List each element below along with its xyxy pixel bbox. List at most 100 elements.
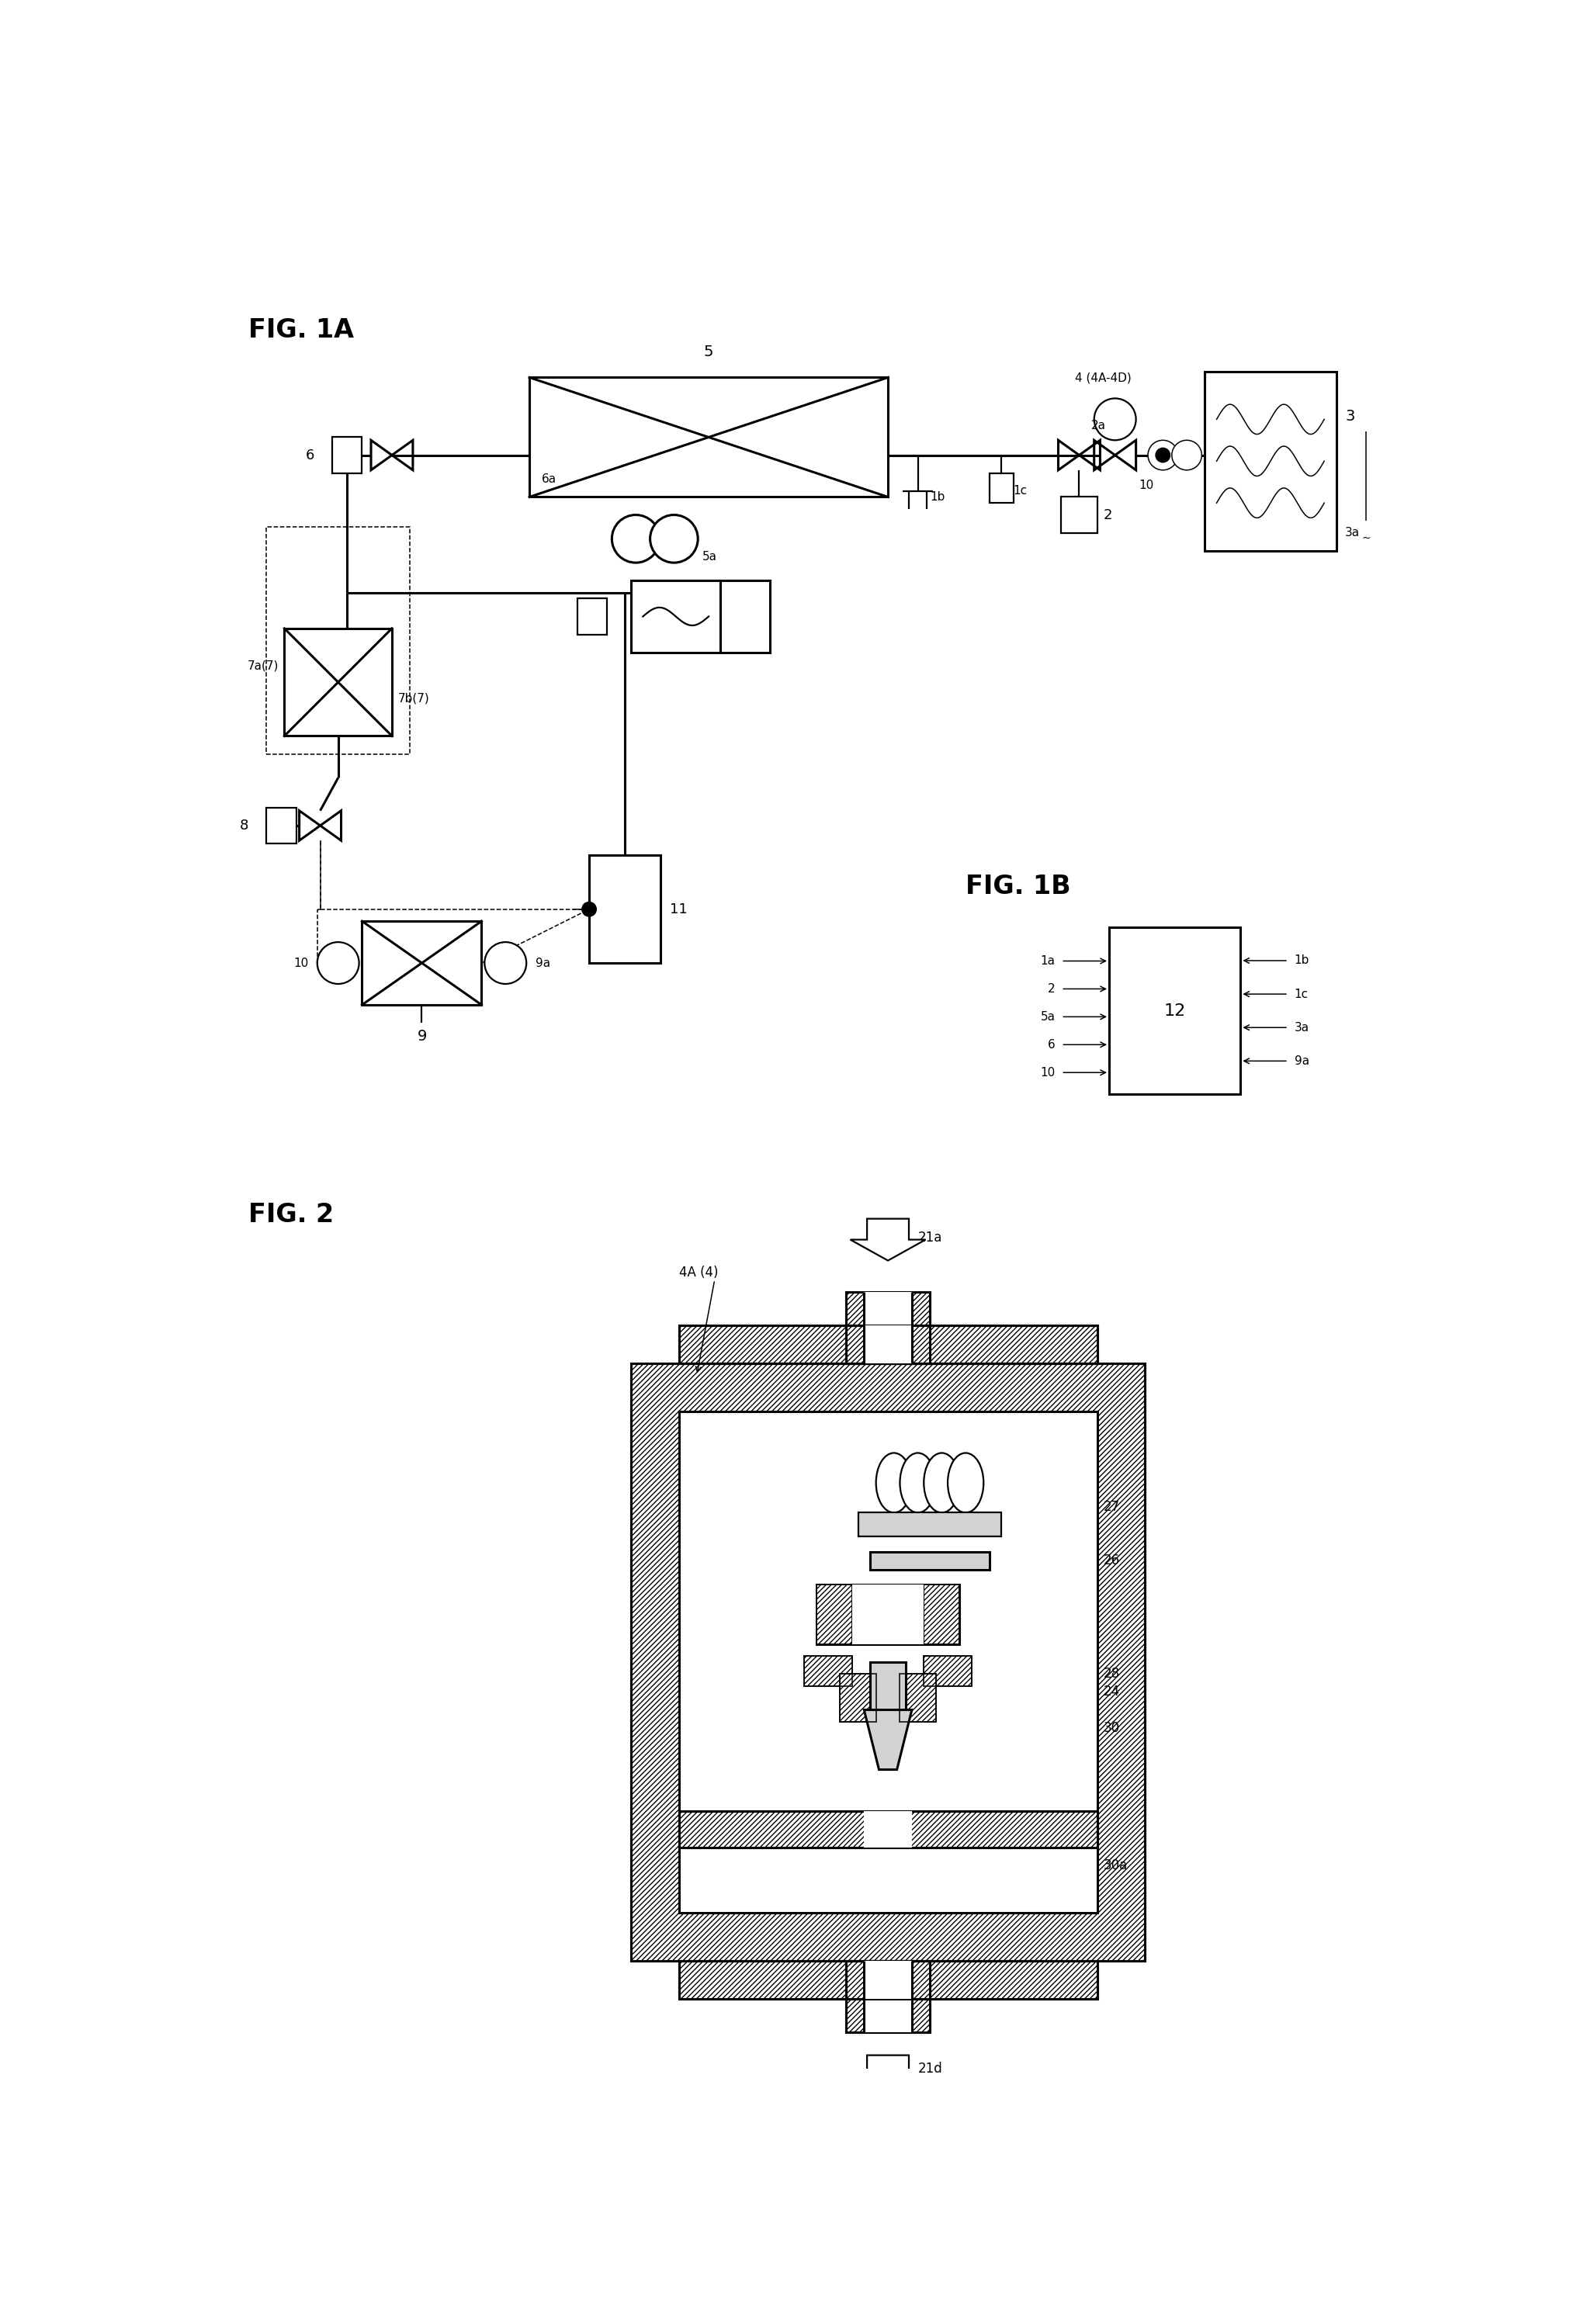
Circle shape — [318, 941, 359, 983]
Text: 3a: 3a — [1294, 1023, 1310, 1034]
Bar — [864, 1325, 911, 1364]
Bar — [678, 1411, 1097, 1913]
Circle shape — [612, 516, 660, 562]
Bar — [864, 1961, 911, 1999]
Bar — [924, 1657, 971, 1685]
Text: 3a: 3a — [1346, 528, 1360, 539]
Text: ~: ~ — [1362, 532, 1371, 544]
Text: 6a: 6a — [541, 474, 556, 486]
Text: 2: 2 — [1103, 509, 1111, 523]
Bar — [847, 1292, 930, 1364]
Text: 9: 9 — [417, 1030, 427, 1043]
Bar — [817, 1585, 852, 1643]
Bar — [804, 1657, 852, 1685]
Bar — [1110, 927, 1240, 1095]
Bar — [841, 1673, 877, 1722]
Bar — [529, 376, 888, 497]
Bar — [924, 1585, 960, 1643]
Bar — [847, 1961, 930, 2034]
Text: 1c: 1c — [1294, 988, 1308, 999]
Ellipse shape — [948, 1452, 984, 1513]
Bar — [589, 855, 661, 962]
Bar — [266, 528, 409, 753]
Text: 25: 25 — [691, 1594, 707, 1608]
Text: 2a: 2a — [1091, 421, 1107, 432]
Text: 23: 23 — [927, 1864, 944, 1878]
Bar — [864, 1961, 911, 2034]
Text: 1b: 1b — [930, 490, 944, 502]
Polygon shape — [850, 1218, 926, 1260]
Bar — [924, 1585, 960, 1643]
Text: FIG. 1A: FIG. 1A — [249, 318, 354, 344]
Bar — [817, 1585, 852, 1643]
Text: 9a: 9a — [1294, 1055, 1310, 1067]
Bar — [285, 627, 392, 737]
Text: 1b: 1b — [1294, 955, 1310, 967]
Circle shape — [1171, 439, 1201, 469]
Bar — [631, 581, 721, 653]
Bar — [852, 1585, 924, 1643]
Bar — [847, 1961, 930, 2034]
Bar — [817, 1585, 960, 1643]
Bar — [631, 1364, 1144, 1961]
Text: 21b: 21b — [691, 1662, 715, 1676]
Text: 6: 6 — [305, 449, 315, 462]
Bar — [870, 1552, 990, 1569]
Text: 7a(7): 7a(7) — [247, 660, 279, 672]
Text: 4A (4): 4A (4) — [678, 1267, 718, 1281]
Text: 7b(7): 7b(7) — [398, 693, 430, 704]
Bar — [1204, 372, 1336, 551]
Text: 8: 8 — [239, 818, 249, 832]
Bar — [362, 920, 482, 1004]
Bar — [900, 1673, 937, 1722]
Bar — [678, 1961, 1097, 1999]
Circle shape — [1147, 439, 1177, 469]
Circle shape — [650, 516, 697, 562]
Bar — [678, 1325, 1097, 1364]
Text: 21a: 21a — [918, 1232, 943, 1246]
Text: 5a: 5a — [702, 551, 718, 562]
Text: 10: 10 — [1040, 1067, 1055, 1078]
Text: 5a: 5a — [1040, 1011, 1055, 1023]
Text: FIG. 2: FIG. 2 — [249, 1202, 334, 1227]
Text: 11: 11 — [671, 902, 688, 916]
Bar — [678, 1810, 1097, 1848]
Bar — [924, 1657, 971, 1685]
Text: 24: 24 — [1103, 1685, 1119, 1699]
Text: 21: 21 — [691, 1422, 707, 1436]
Ellipse shape — [877, 1452, 911, 1513]
Bar — [864, 1292, 911, 1364]
Text: 12: 12 — [1163, 1004, 1185, 1018]
Bar — [804, 1657, 852, 1685]
Text: 3: 3 — [1346, 409, 1355, 423]
Bar — [870, 1662, 907, 1710]
Text: 10: 10 — [293, 957, 309, 969]
Ellipse shape — [900, 1452, 937, 1513]
Text: 21d: 21d — [918, 2061, 943, 2075]
Bar — [631, 1364, 1144, 1961]
Text: 29: 29 — [691, 1457, 707, 1471]
Text: FIG. 1B: FIG. 1B — [965, 874, 1070, 899]
Bar — [847, 1292, 930, 1364]
Bar — [678, 1961, 1097, 1999]
Text: 21c: 21c — [691, 1882, 715, 1896]
Bar — [864, 1810, 911, 1848]
Text: 2: 2 — [1048, 983, 1055, 995]
Bar — [332, 437, 362, 474]
Text: 9a: 9a — [535, 957, 551, 969]
Text: 28a: 28a — [691, 1624, 715, 1638]
Bar — [721, 581, 770, 653]
Text: 1a: 1a — [1040, 955, 1055, 967]
Polygon shape — [850, 2054, 926, 2096]
Bar — [678, 1325, 1097, 1364]
Text: 27: 27 — [1103, 1499, 1119, 1513]
Circle shape — [582, 902, 597, 916]
Text: 28: 28 — [1103, 1666, 1119, 1680]
Circle shape — [485, 941, 526, 983]
Bar — [841, 1673, 877, 1722]
Circle shape — [1094, 397, 1136, 439]
Text: 4 (4A-4D): 4 (4A-4D) — [1075, 372, 1132, 383]
Circle shape — [1155, 449, 1169, 462]
Bar — [990, 474, 1014, 502]
Text: 22: 22 — [831, 1864, 848, 1878]
